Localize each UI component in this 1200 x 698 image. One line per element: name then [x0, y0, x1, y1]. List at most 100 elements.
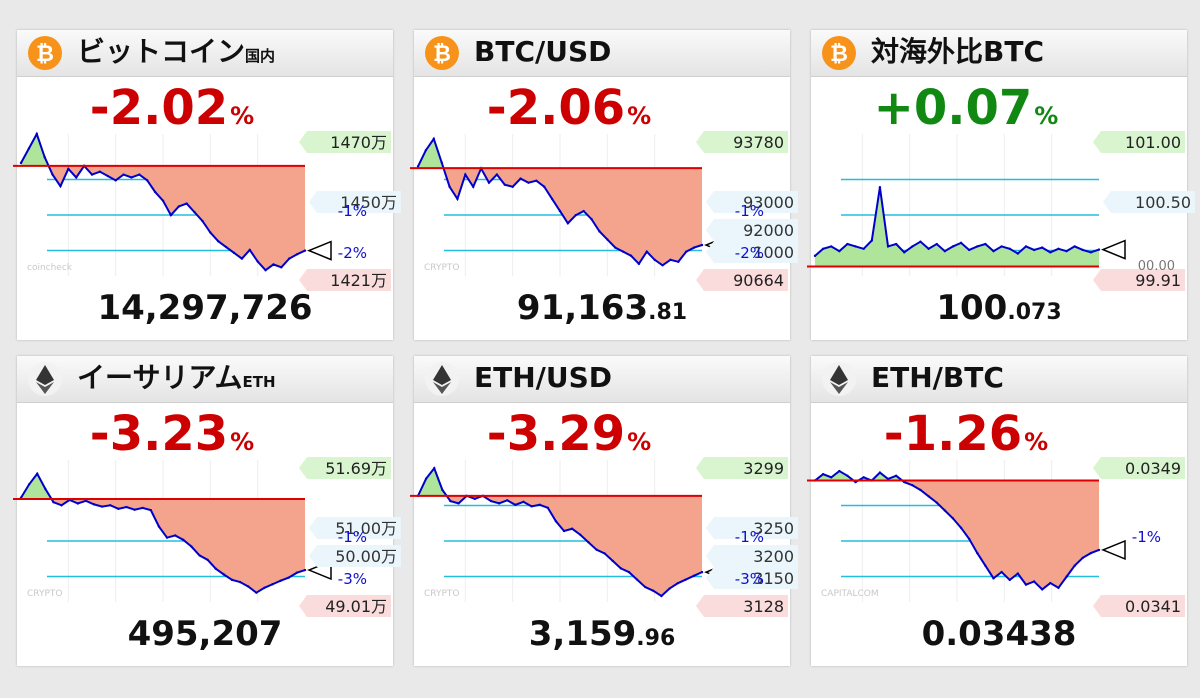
data-point	[830, 245, 833, 248]
data-point	[1024, 245, 1028, 248]
low-label: 99.91	[1135, 271, 1181, 290]
level-label: 51.00万	[335, 519, 397, 538]
data-point	[522, 500, 525, 504]
chart-watermark: CAPITALCOM	[821, 589, 879, 599]
data-point	[629, 254, 633, 257]
data-point	[432, 137, 435, 141]
level-label-arrow	[706, 567, 714, 589]
data-point	[611, 559, 614, 563]
data-point	[90, 173, 94, 176]
data-point	[590, 218, 593, 221]
low-label-arrow	[299, 595, 307, 617]
data-point	[109, 504, 112, 507]
data-point	[951, 517, 955, 520]
data-point	[255, 591, 258, 594]
high-label-bg	[307, 131, 391, 153]
price-line	[417, 466, 703, 598]
data-point	[279, 579, 282, 582]
area-below-open	[418, 495, 702, 597]
data-point	[67, 167, 70, 170]
level-label-bg	[714, 567, 798, 589]
high-label-arrow	[299, 457, 307, 479]
data-point	[153, 190, 157, 194]
data-point	[1057, 247, 1060, 250]
change-percent: -2.06%	[486, 80, 652, 136]
area-above-open	[21, 134, 49, 166]
bitcoin-icon: ₿	[822, 36, 856, 70]
data-point	[550, 197, 554, 201]
data-point	[209, 231, 212, 234]
data-point	[1057, 586, 1060, 589]
data-point	[440, 161, 443, 164]
card-eth-btc[interactable]: ETH/BTC -1.26% CAPITALCOM 0.0349 0.0341 -1%…	[807, 356, 1187, 666]
level-label: 1000	[753, 243, 794, 262]
current-marker	[1101, 239, 1126, 260]
data-point	[125, 505, 128, 509]
low-label: 1421万	[330, 271, 387, 290]
card-btc-jpy[interactable]: ₿ ビットコイン国内 -2.02% coincheck 1470万 1421万 145…	[13, 30, 401, 340]
data-point	[1081, 248, 1084, 252]
data-point	[652, 589, 655, 592]
current-price: 100.073	[936, 288, 1062, 328]
data-point	[927, 495, 930, 498]
price-chart: coincheck 1470万 1421万 1450万-1% -2%	[13, 131, 401, 291]
high-label-bg	[307, 457, 391, 479]
data-point	[224, 245, 228, 249]
change-percent: -2.02%	[89, 80, 255, 136]
data-point	[100, 505, 104, 508]
high-label-bg	[704, 131, 788, 153]
data-point	[1065, 575, 1068, 578]
card-eth-usd[interactable]: ETH/USD -3.29% CRYPTO 3299 3128 3250 3200 315…	[410, 356, 798, 666]
data-point	[894, 242, 898, 246]
area-below-open	[815, 480, 1099, 590]
data-point	[854, 245, 857, 248]
data-point	[106, 174, 109, 178]
data-point	[240, 257, 244, 260]
svg-text:₿: ₿	[830, 42, 848, 67]
high-label: 3299	[743, 459, 784, 478]
card-btc-usd[interactable]: ₿ BTC/USD -2.06% CRYPTO 93780 90664 93000 92…	[410, 30, 798, 340]
data-point	[248, 248, 251, 252]
data-point	[535, 179, 538, 182]
data-point	[141, 506, 144, 510]
data-point	[838, 469, 841, 473]
data-point	[448, 185, 451, 188]
high-label-arrow	[299, 131, 307, 153]
data-point	[1000, 570, 1003, 574]
low-label: 90664	[733, 271, 784, 290]
data-point	[222, 573, 226, 576]
level-label-bg	[1111, 191, 1195, 213]
data-point	[19, 161, 23, 165]
data-point	[206, 558, 209, 562]
data-point	[621, 250, 625, 253]
data-point	[424, 149, 428, 152]
level-label-arrow	[309, 517, 317, 539]
high-label-arrow	[1093, 131, 1101, 153]
card-title: ETH/USD	[474, 361, 613, 394]
data-point	[878, 186, 882, 189]
price-chart: CRYPTO 3299 3128 3250 3200 3150 -1% -3%	[410, 457, 798, 617]
area-below-open	[21, 165, 305, 271]
price-chart: CAPITALCOM 0.0349 0.0341 -1%	[807, 457, 1185, 617]
data-point	[472, 185, 475, 188]
data-point	[669, 258, 672, 261]
data-point	[456, 197, 459, 201]
data-point	[138, 173, 141, 176]
area-below-open	[21, 499, 305, 593]
data-point	[935, 242, 938, 246]
card-title: ビットコイン国内	[77, 35, 276, 68]
percent-level-label: -1%	[338, 528, 367, 546]
data-point	[677, 260, 680, 263]
card-eth-jpy[interactable]: イーサリアムETH -3.23% CRYPTO 51.69万 49.01万 51.00…	[13, 356, 401, 666]
data-point	[60, 504, 63, 507]
data-point	[700, 570, 704, 574]
low-label-bg	[704, 595, 788, 617]
data-point	[264, 269, 267, 272]
data-point	[84, 499, 88, 503]
data-point	[27, 147, 31, 150]
data-point	[821, 247, 825, 250]
bitcoin-icon: ₿	[28, 36, 62, 70]
card-btc-premium[interactable]: ₿ 対海外比BTC +0.07% 101.00 99.91 100.50 00.00 …	[807, 30, 1195, 340]
low-label-arrow	[696, 269, 704, 291]
data-point	[190, 545, 193, 548]
